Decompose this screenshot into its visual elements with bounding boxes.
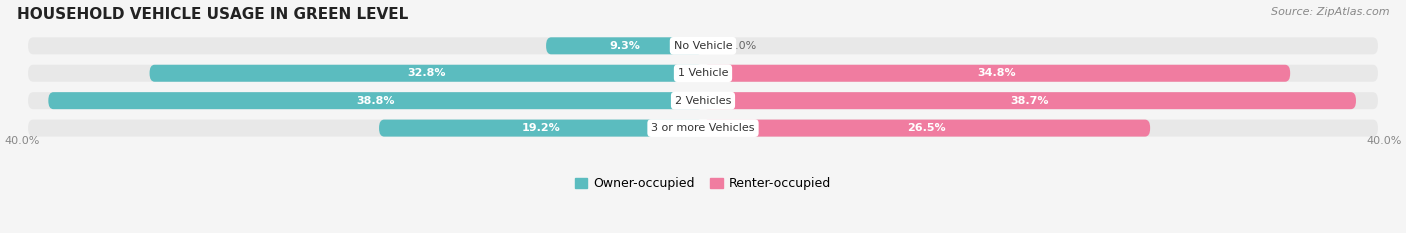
Legend: Owner-occupied, Renter-occupied: Owner-occupied, Renter-occupied xyxy=(569,172,837,195)
Text: 3 or more Vehicles: 3 or more Vehicles xyxy=(651,123,755,133)
Text: 34.8%: 34.8% xyxy=(977,68,1017,78)
Text: 40.0%: 40.0% xyxy=(4,136,39,146)
FancyBboxPatch shape xyxy=(546,37,703,54)
Text: 9.3%: 9.3% xyxy=(609,41,640,51)
Text: 0.0%: 0.0% xyxy=(728,41,756,51)
Text: Source: ZipAtlas.com: Source: ZipAtlas.com xyxy=(1271,7,1389,17)
FancyBboxPatch shape xyxy=(380,120,703,137)
Text: 1 Vehicle: 1 Vehicle xyxy=(678,68,728,78)
FancyBboxPatch shape xyxy=(703,65,1291,82)
Text: 40.0%: 40.0% xyxy=(1367,136,1402,146)
FancyBboxPatch shape xyxy=(48,92,703,109)
FancyBboxPatch shape xyxy=(28,65,1378,82)
FancyBboxPatch shape xyxy=(28,120,1378,137)
Text: 38.7%: 38.7% xyxy=(1011,96,1049,106)
Text: 19.2%: 19.2% xyxy=(522,123,561,133)
Text: HOUSEHOLD VEHICLE USAGE IN GREEN LEVEL: HOUSEHOLD VEHICLE USAGE IN GREEN LEVEL xyxy=(17,7,408,22)
FancyBboxPatch shape xyxy=(149,65,703,82)
FancyBboxPatch shape xyxy=(703,92,1355,109)
Text: 38.8%: 38.8% xyxy=(356,96,395,106)
FancyBboxPatch shape xyxy=(28,92,1378,109)
Text: 26.5%: 26.5% xyxy=(907,123,946,133)
Text: No Vehicle: No Vehicle xyxy=(673,41,733,51)
FancyBboxPatch shape xyxy=(28,37,1378,54)
Text: 32.8%: 32.8% xyxy=(406,68,446,78)
Text: 2 Vehicles: 2 Vehicles xyxy=(675,96,731,106)
FancyBboxPatch shape xyxy=(703,120,1150,137)
